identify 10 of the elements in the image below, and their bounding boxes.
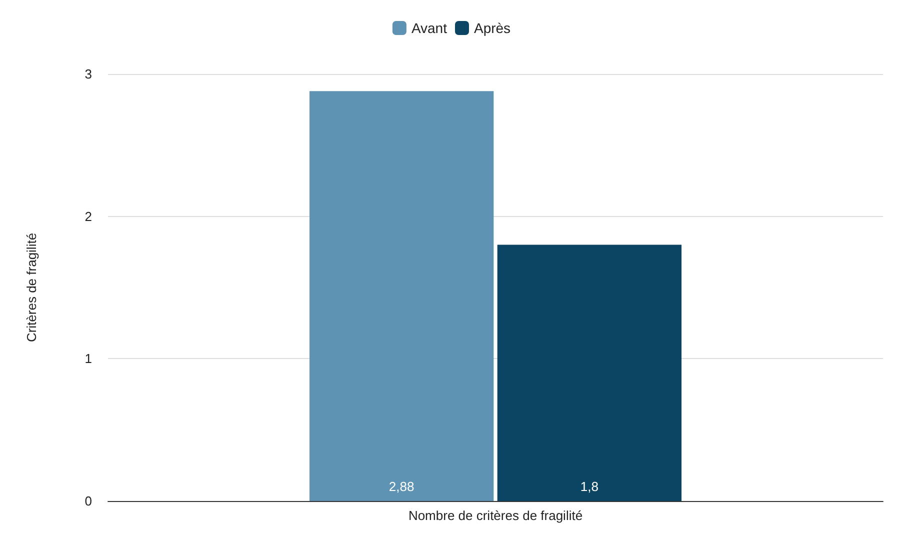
y-tick-label: 3 <box>84 66 92 82</box>
legend-label: Après <box>474 20 511 36</box>
y-tick-label: 1 <box>84 351 92 366</box>
x-tick-label: Nombre de critères de fragilité <box>408 508 583 523</box>
y-tick-label: 2 <box>84 208 92 224</box>
y-axis-title: Critères de fragilité <box>24 232 39 342</box>
legend-label: Avant <box>411 20 448 36</box>
y-tick-label: 0 <box>84 494 92 508</box>
data-label: 2,88 <box>388 479 414 494</box>
data-label: 1,8 <box>580 479 598 494</box>
